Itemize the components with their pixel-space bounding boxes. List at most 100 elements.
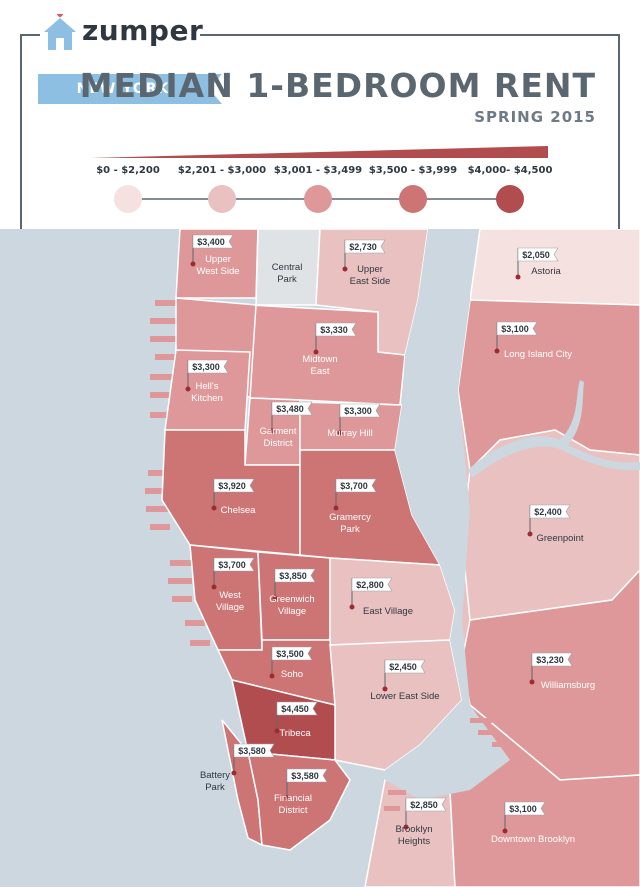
rent-marker-astoria[interactable]: $2,050 Astoria xyxy=(515,247,562,280)
neighborhood-name: West xyxy=(219,590,241,601)
price-label: $2,450 xyxy=(389,662,417,672)
location-dot xyxy=(529,679,535,685)
legend-graphic xyxy=(90,146,548,213)
house-icon xyxy=(44,14,76,50)
neighborhood-name: Garment xyxy=(260,426,297,437)
neighborhood-name: Lower East Side xyxy=(370,691,439,702)
neighborhood-name: East Village xyxy=(363,606,413,617)
price-flag xyxy=(496,321,538,336)
location-dot xyxy=(515,274,521,280)
price-flag xyxy=(233,743,275,758)
price-label: $3,300 xyxy=(344,406,372,416)
price-label: $3,100 xyxy=(501,324,529,334)
page-title: MEDIAN 1-BEDROOM RENT xyxy=(79,66,596,105)
price-flag xyxy=(384,659,426,674)
price-flag xyxy=(286,768,328,783)
price-label: $3,500 xyxy=(276,649,304,659)
legend-label: $3,001 - $3,499 xyxy=(273,165,363,176)
neighborhood-name: District xyxy=(278,805,307,816)
logo-text: zumper xyxy=(82,14,204,47)
neighborhood-name: Midtown xyxy=(302,354,337,365)
location-dot xyxy=(185,386,191,392)
price-label: $3,700 xyxy=(218,560,246,570)
region-east-village[interactable] xyxy=(329,557,456,646)
location-dot xyxy=(382,686,388,692)
legend-swatch xyxy=(114,185,142,213)
rent-marker-downtown-brooklyn[interactable]: $3,100 Downtown Brooklyn xyxy=(491,801,575,845)
neighborhood-name: Kitchen xyxy=(191,393,223,404)
location-dot xyxy=(211,584,217,590)
region-astoria[interactable] xyxy=(469,229,640,306)
price-flag xyxy=(192,234,234,249)
neighborhood-name: Greenpoint xyxy=(536,533,583,544)
price-flag xyxy=(531,652,573,667)
price-label: $3,920 xyxy=(218,481,246,491)
location-dot xyxy=(527,531,533,537)
price-flag xyxy=(271,646,313,661)
rent-marker-tribeca[interactable]: $4,450 Tribeca xyxy=(274,701,318,739)
location-dot xyxy=(269,673,275,679)
price-label: $3,100 xyxy=(509,804,537,814)
legend-swatch xyxy=(399,185,427,213)
region-financial-district[interactable] xyxy=(247,751,351,851)
location-dot xyxy=(284,795,290,801)
logo[interactable]: zumper xyxy=(40,12,204,56)
rent-marker-williamsburg[interactable]: $3,230 Williamsburg xyxy=(529,652,596,691)
legend-swatch xyxy=(304,185,332,213)
east-river xyxy=(385,229,510,800)
location-dot xyxy=(337,430,343,436)
piers xyxy=(145,300,210,646)
price-label: $2,850 xyxy=(410,800,438,810)
rent-marker-greenpoint[interactable]: $2,400 Greenpoint xyxy=(527,504,584,544)
neighborhood-name: Astoria xyxy=(531,266,561,277)
neighborhood-name: Tribeca xyxy=(279,728,311,739)
neighborhood-name: Chelsea xyxy=(221,505,257,516)
legend-label: $2,201 - $3,000 xyxy=(177,165,267,176)
neighborhood-name: East xyxy=(310,366,329,377)
legend-swatch xyxy=(208,185,236,213)
location-dot xyxy=(272,595,278,601)
location-dot xyxy=(349,604,355,610)
price-flag xyxy=(315,322,357,337)
price-label: $3,580 xyxy=(238,746,266,756)
neighborhood-name: Park xyxy=(277,274,297,285)
neighborhood-name: Village xyxy=(216,602,244,613)
legend-label: $3,500 - $3,999 xyxy=(368,165,458,176)
price-flag xyxy=(405,797,447,812)
price-flag xyxy=(351,577,393,592)
region-greenpoint[interactable] xyxy=(461,429,640,621)
neighborhood-name: Hell's xyxy=(196,381,219,392)
rent-marker-murray-hill[interactable]: $3,300 Murray Hill xyxy=(327,403,381,439)
location-dot xyxy=(502,828,508,834)
price-label: $2,730 xyxy=(349,242,377,252)
rent-marker-soho[interactable]: $3,500 Soho xyxy=(269,646,313,680)
neighborhood-name: West Side xyxy=(196,266,239,277)
legend-label: $0 - $2,200 xyxy=(96,165,160,176)
legend-label: $4,000- $4,500 xyxy=(467,165,553,176)
neighborhood-name: Williamsburg xyxy=(541,680,595,691)
neighborhood-name: Greenwich xyxy=(269,594,314,605)
rent-marker-chelsea[interactable]: $3,920 Chelsea xyxy=(211,478,257,516)
neighborhood-name: East Side xyxy=(350,276,391,287)
price-flag xyxy=(276,701,318,716)
neighborhood-name: District xyxy=(263,438,292,449)
neighborhood-name: Upper xyxy=(205,254,231,265)
location-dot xyxy=(274,728,280,734)
rent-marker-east-village[interactable]: $2,800 East Village xyxy=(349,577,414,617)
rent-marker-lower-east-side[interactable]: $2,450 Lower East Side xyxy=(370,659,440,702)
price-label: $4,450 xyxy=(281,704,309,714)
rent-marker-long-island-city[interactable]: $3,100 Long Island City xyxy=(494,321,573,360)
price-label: $3,230 xyxy=(536,655,564,665)
